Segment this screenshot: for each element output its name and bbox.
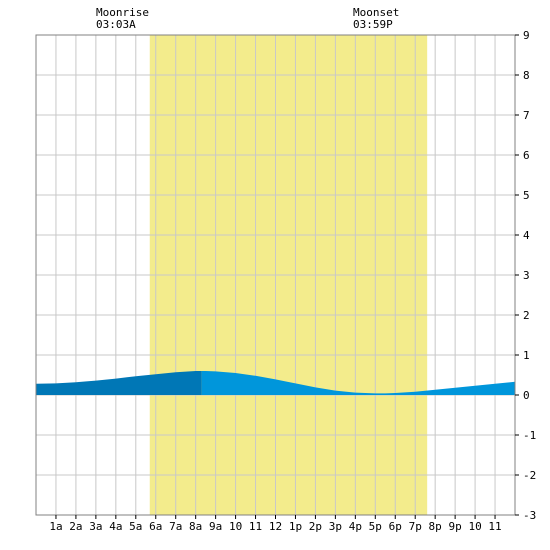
moonset-label: Moonset (353, 6, 399, 19)
x-tick-label: 2p (309, 520, 322, 533)
y-tick-label: 2 (523, 309, 530, 322)
x-tick-label: 1a (49, 520, 62, 533)
y-tick-label: 0 (523, 389, 530, 402)
tide-area-rising (36, 371, 202, 395)
y-tick-label: -2 (523, 469, 536, 482)
y-tick-label: 1 (523, 349, 530, 362)
x-tick-label: 9a (209, 520, 222, 533)
x-tick-label: 10 (229, 520, 242, 533)
y-tick-label: 5 (523, 189, 530, 202)
x-tick-label: 12 (269, 520, 282, 533)
x-tick-label: 5p (369, 520, 382, 533)
x-tick-label: 5a (129, 520, 142, 533)
x-tick-label: 8p (429, 520, 442, 533)
x-axis-ticks: 1a 2a 3a 4a 5a 6a 7a 8a 9a 10 11 12 1p 2p 3p 4p 5p 6p 7p 8p… (49, 515, 502, 533)
x-tick-label: 3p (329, 520, 342, 533)
y-tick-label: 8 (523, 69, 530, 82)
y-tick-label: 7 (523, 109, 530, 122)
x-tick-label: 4a (109, 520, 122, 533)
y-tick-label: 3 (523, 269, 530, 282)
y-tick-label: 4 (523, 229, 530, 242)
x-tick-label: 7p (409, 520, 422, 533)
y-tick-label: 6 (523, 149, 530, 162)
y-axis-ticks: -3 -2 -1 0 1 2 3 4 5 6 7 8 9 (515, 29, 536, 522)
x-tick-label: 1p (289, 520, 302, 533)
x-tick-label: 2a (69, 520, 82, 533)
tide-area (36, 371, 515, 395)
x-tick-label: 7a (169, 520, 182, 533)
y-tick-label: 9 (523, 29, 530, 42)
x-tick-label: 3a (89, 520, 102, 533)
x-tick-label: 4p (349, 520, 362, 533)
y-tick-label: -1 (523, 429, 536, 442)
moonset-time: 03:59P (353, 18, 393, 31)
grid-lines (36, 34, 515, 516)
x-tick-label: 11 (249, 520, 262, 533)
x-tick-label: 10 (468, 520, 481, 533)
x-tick-label: 6p (389, 520, 402, 533)
y-tick-label: -3 (523, 509, 536, 522)
moonrise-time: 03:03A (96, 18, 136, 31)
x-tick-label: 11 (488, 520, 501, 533)
x-tick-label: 8a (189, 520, 202, 533)
x-tick-label: 9p (449, 520, 462, 533)
tide-area-falling (201, 371, 515, 395)
x-tick-label: 6a (149, 520, 162, 533)
moonrise-label: Moonrise (96, 6, 149, 19)
